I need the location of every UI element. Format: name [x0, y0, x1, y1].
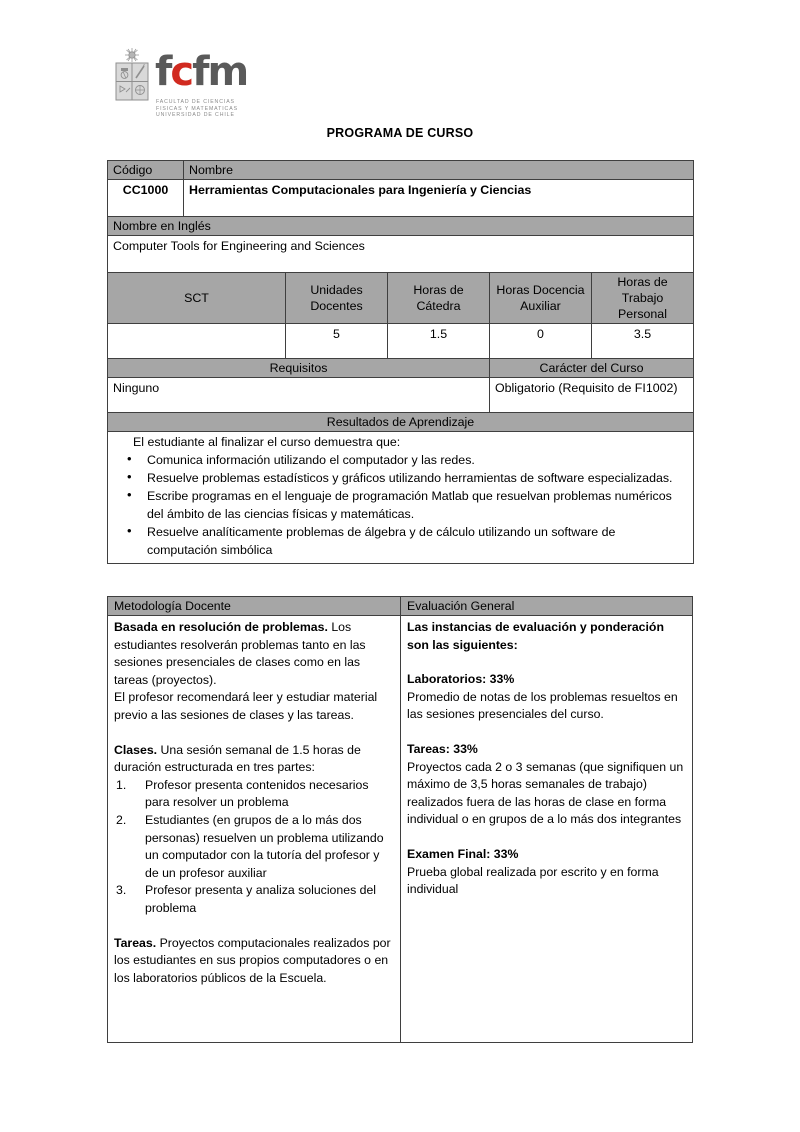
caracter-header: Carácter del Curso: [489, 358, 694, 378]
evaluacion-body: Las instancias de evaluación y ponderaci…: [400, 615, 693, 1043]
metodologia-header: Metodología Docente: [107, 596, 401, 616]
hours-header-horas-docencia-auxiliar: Horas Docencia Auxiliar: [489, 272, 592, 324]
table-row-resultados-body: El estudiante al finalizar el curso demu…: [107, 431, 694, 564]
hours-header-horas-trabajo-personal: Horas de Trabajo Personal: [591, 272, 694, 324]
hours-value-unidades-docentes: 5: [285, 323, 388, 359]
list-item: Estudiantes (en grupos de a lo más dos p…: [116, 812, 384, 880]
evaluacion-item-text: Proyectos cada 2 o 3 semanas (que signif…: [407, 759, 684, 827]
metodologia-paragraph-2: El profesor recomendará leer y estudiar …: [114, 690, 378, 722]
wordmark-post: fm: [192, 49, 249, 95]
logo-caption-line3: UNIVERSIDAD DE CHILE: [156, 112, 235, 119]
metodologia-steps-list: Profesor presenta contenidos necesarios …: [114, 777, 394, 918]
evaluacion-item-text: Prueba global realizada por escrito y en…: [407, 864, 659, 897]
list-item: Escribe programas en el lenguaje de prog…: [113, 486, 688, 523]
wordmark-pre: f: [155, 49, 172, 95]
spacer: [407, 724, 686, 741]
page-title: PROGRAMA DE CURSO: [326, 126, 474, 140]
codigo-value: CC1000: [107, 179, 184, 217]
hours-header-unidades-docentes: Unidades Docentes: [285, 272, 388, 324]
table-row-headers: Metodología Docente Evaluación General: [107, 596, 693, 616]
hours-value-horas-trabajo-personal: 3.5: [591, 323, 694, 359]
hours-header-horas-catedra: Horas de Cátedra: [387, 272, 490, 324]
evaluacion-intro: Las instancias de evaluación y ponderaci…: [407, 620, 664, 652]
course-info-table: Código Nombre CC1000 Herramientas Comput…: [107, 160, 694, 564]
logo-caption-line2: FISICAS Y MATEMATICAS: [156, 105, 238, 112]
nombre-value: Herramientas Computacionales para Ingeni…: [183, 179, 694, 217]
list-item: Resuelve analíticamente problemas de álg…: [113, 522, 688, 559]
caracter-value: Obligatorio (Requisito de FI1002): [489, 377, 694, 413]
evaluacion-header: Evaluación General: [400, 596, 693, 616]
nombre-ingles-value: Computer Tools for Engineering and Scien…: [107, 235, 694, 273]
table-row-hours-values: 5 1.5 0 3.5: [107, 323, 694, 359]
methodology-evaluation-table: Metodología Docente Evaluación General B…: [107, 596, 693, 1043]
metodologia-paragraph-1: Basada en resolución de problemas. Los e…: [114, 619, 394, 689]
metodologia-paragraph-4: Tareas. Proyectos computacionales realiz…: [114, 935, 394, 988]
metodologia-p1-bold: Basada en resolución de problemas.: [114, 620, 328, 634]
resultados-body: El estudiante al finalizar el curso demu…: [107, 431, 694, 564]
metodologia-p3-rest: Una sesión semanal de 1.5 horas de durac…: [114, 742, 361, 775]
table-row-requisitos-headers: Requisitos Carácter del Curso: [107, 358, 694, 378]
nombre-header: Nombre: [183, 160, 694, 180]
evaluacion-item-title: Tareas: 33%: [407, 741, 478, 756]
metodologia-p4-rest: Proyectos computacionales realizados por…: [114, 935, 391, 985]
resultados-list: Comunica información utilizando el compu…: [113, 450, 688, 559]
metodologia-p3-bold: Clases.: [114, 742, 158, 757]
requisitos-value: Ninguno: [107, 377, 490, 413]
list-item: Resuelve problemas estadísticos y gráfic…: [113, 468, 688, 487]
table-row-english-header: Nombre en Inglés: [107, 216, 694, 236]
nombre-ingles-header: Nombre en Inglés: [107, 216, 694, 236]
resultados-intro: El estudiante al finalizar el curso demu…: [133, 435, 401, 449]
fcfm-logo: fcfm FACULTAD DE CIENCIAS FISICAS Y MATE…: [113, 47, 273, 122]
university-crest-icon: [115, 48, 149, 101]
hours-value-horas-catedra: 1.5: [387, 323, 490, 359]
evaluacion-item-title: Laboratorios: 33%: [407, 672, 515, 687]
evaluacion-item-title: Examen Final: 33%: [407, 846, 519, 861]
fcfm-wordmark: fcfm: [155, 49, 249, 95]
spacer: [114, 918, 394, 935]
resultados-header: Resultados de Aprendizaje: [107, 412, 694, 432]
table-row-course: CC1000 Herramientas Computacionales para…: [107, 179, 694, 217]
table-row-resultados-header: Resultados de Aprendizaje: [107, 412, 694, 432]
hours-value-sct: [107, 323, 286, 359]
table-row-english-value: Computer Tools for Engineering and Scien…: [107, 235, 694, 273]
list-item: Profesor presenta contenidos necesarios …: [116, 777, 369, 810]
logo-caption: FACULTAD DE CIENCIAS FISICAS Y MATEMATIC…: [156, 99, 238, 119]
hours-header-sct: SCT: [107, 272, 286, 324]
list-item: Profesor presenta y analiza soluciones d…: [116, 882, 377, 915]
hours-value-horas-docencia-auxiliar: 0: [489, 323, 592, 359]
metodologia-p1-rest: Los estudiantes resolverán problemas tan…: [114, 620, 366, 687]
table-row-hours-headers: SCT Unidades Docentes Horas de Cátedra H…: [107, 272, 694, 324]
table-row-headers: Código Nombre: [107, 160, 694, 180]
spacer: [114, 725, 394, 742]
list-item: Comunica información utilizando el compu…: [113, 450, 688, 469]
table-row-requisitos-values: Ninguno Obligatorio (Requisito de FI1002…: [107, 377, 694, 413]
spacer: [407, 654, 686, 671]
logo-caption-line1: FACULTAD DE CIENCIAS: [156, 99, 235, 105]
requisitos-header: Requisitos: [107, 358, 490, 378]
metodologia-p4-bold: Tareas.: [114, 935, 157, 950]
metodologia-paragraph-3: Clases. Una sesión semanal de 1.5 horas …: [114, 742, 394, 777]
wordmark-accent: c: [170, 49, 194, 95]
table-row-body: Basada en resolución de problemas. Los e…: [107, 615, 693, 1043]
codigo-header: Código: [107, 160, 184, 180]
metodologia-body: Basada en resolución de problemas. Los e…: [107, 615, 401, 1043]
evaluacion-item-text: Promedio de notas de los problemas resue…: [407, 689, 678, 722]
spacer: [407, 829, 686, 846]
